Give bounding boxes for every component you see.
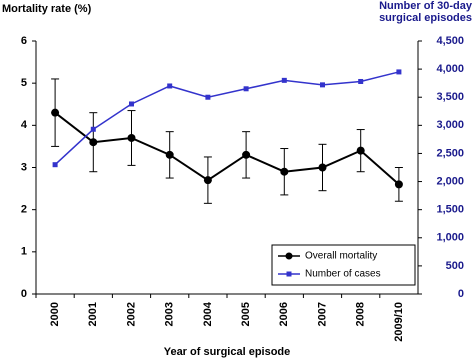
point [51,108,60,117]
point [281,77,287,83]
point [127,133,136,142]
y2-tick-label: 2,000 [436,175,464,187]
x-tick-label: 2003 [164,302,176,326]
y2-tick-label: 4,500 [436,35,464,47]
y2-tick-label: 1,000 [436,232,464,244]
x-tick-label: 2004 [202,301,214,326]
y2-axis-label: Number of 30-day [379,0,473,12]
x-tick-label: 2002 [125,302,137,326]
point [320,82,325,88]
x-tick-label: 2000 [49,302,61,326]
y-tick-label: 6 [21,35,27,47]
point [205,94,211,100]
y-tick-label: 2 [21,204,27,216]
x-tick-label: 2008 [355,302,367,326]
point [280,167,289,176]
x-tick-label: 2001 [87,302,99,326]
point [90,126,96,132]
x-tick-label: 2005 [240,302,252,326]
point [52,162,58,168]
x-tick-label: 2009/10 [393,302,405,342]
y2-tick-label: 0 [458,288,464,300]
point [203,176,212,185]
y-tick-label: 5 [21,77,27,89]
y2-tick-label: 4,000 [436,63,464,75]
point [394,180,403,189]
point [129,101,134,107]
point [358,78,364,84]
legend-box [271,244,416,286]
point [242,150,251,159]
x-tick-label: 2006 [278,302,290,326]
y-tick-label: 1 [21,246,27,258]
y-axis-label: Mortality rate (%) [2,3,92,15]
series-line [54,111,400,186]
y2-tick-label: 3,500 [436,91,464,103]
y2-tick-label: 1,500 [436,204,464,216]
legend-marker [285,252,293,260]
y-tick-label: 0 [21,288,27,300]
legend-label: Overall mortality [305,251,377,262]
point [243,86,249,92]
point [318,163,327,172]
legend-label: Number of cases [305,269,381,280]
point [396,69,402,75]
x-tick-label: 2007 [316,302,328,326]
point [356,146,365,155]
y2-tick-label: 2,500 [436,147,464,159]
y-tick-label: 3 [21,161,27,173]
point [167,83,173,89]
point [89,138,98,147]
y-tick-label: 4 [21,119,28,131]
y2-axis-label: surgical episodes [379,12,472,24]
legend-marker [286,271,292,277]
series-line [54,71,400,166]
y2-tick-label: 3,000 [436,119,464,131]
point [165,150,174,159]
x-axis-label: Year of surgical episode [164,346,291,358]
y2-tick-label: 500 [446,260,464,272]
